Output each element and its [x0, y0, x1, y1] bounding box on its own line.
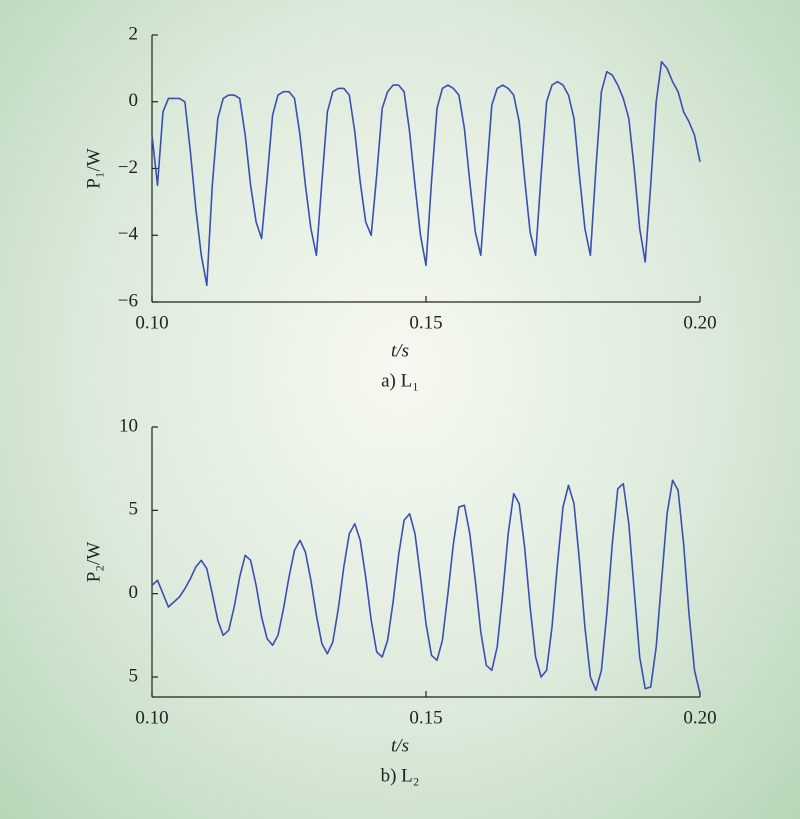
x-tick-label: 0.20 — [683, 312, 716, 333]
caption: b) L₂ — [381, 765, 420, 786]
caption: a) L₁ — [381, 370, 419, 391]
x-axis-label: t/s — [391, 340, 409, 361]
y-tick-label: 10 — [119, 415, 138, 436]
y-tick-label: 2 — [129, 23, 139, 44]
x-tick-label: 0.10 — [135, 707, 168, 728]
y-tick-label: −4 — [118, 224, 139, 245]
x-tick-label: 0.15 — [409, 312, 442, 333]
y-tick-label: 5 — [129, 499, 139, 520]
y-tick-label: 0 — [129, 582, 139, 603]
y-tick-label: −6 — [118, 290, 138, 311]
data-line — [151, 60, 701, 287]
x-tick-label: 0.10 — [135, 312, 168, 333]
x-axis-label: t/s — [391, 735, 409, 756]
data-line — [151, 479, 701, 694]
x-tick-label: 0.20 — [683, 707, 716, 728]
x-tick-label: 0.15 — [409, 707, 442, 728]
y-tick-label: −2 — [118, 157, 138, 178]
y-tick-label: 0 — [129, 90, 139, 111]
y-tick-label: 5 — [129, 665, 139, 686]
y-axis-label: P₂/W — [83, 542, 104, 582]
y-axis-label: P₁/W — [83, 148, 104, 188]
